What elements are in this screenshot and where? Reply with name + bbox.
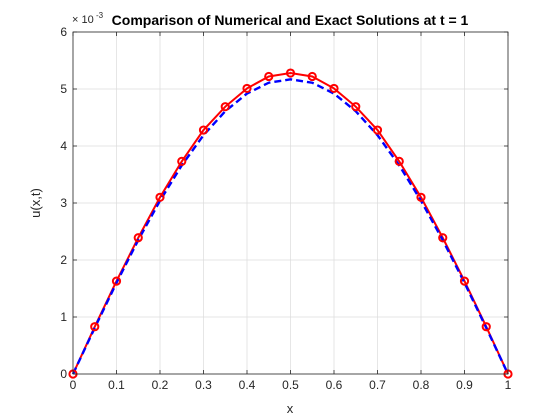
data-point-numerical xyxy=(307,71,317,82)
data-point-numerical xyxy=(133,233,143,243)
data-point-numerical xyxy=(438,233,448,243)
data-point-numerical xyxy=(111,276,122,286)
y-tick-label: 3 xyxy=(60,196,67,210)
data-point-numerical xyxy=(242,83,252,94)
y-tick-label: 2 xyxy=(60,253,67,267)
y-tick-label: 5 xyxy=(60,82,67,96)
data-point-numerical xyxy=(481,322,491,332)
x-tick-label: 0.7 xyxy=(369,378,386,392)
x-tick-label: 0.3 xyxy=(195,378,212,392)
series-line-numerical xyxy=(72,72,509,375)
data-point-numerical xyxy=(90,322,100,332)
data-point-numerical xyxy=(220,102,230,112)
y-axis-label: u(x,t) xyxy=(28,188,43,218)
data-point-numerical xyxy=(459,276,470,286)
x-tick-label: 0.4 xyxy=(239,378,256,392)
x-tick-label: 0.1 xyxy=(108,378,125,392)
data-point-numerical xyxy=(394,156,404,166)
x-tick-label: 0.9 xyxy=(456,378,473,392)
x-axis-label: x xyxy=(287,401,294,416)
data-point-numerical xyxy=(177,156,187,166)
data-point-numerical xyxy=(198,125,209,135)
chart-title: Comparison of Numerical and Exact Soluti… xyxy=(112,12,469,28)
y-tick-label: 1 xyxy=(60,310,67,324)
y-tick-label: 0 xyxy=(60,367,67,381)
x-tick-label: 0.8 xyxy=(413,378,430,392)
x-tick-label: 0 xyxy=(70,378,77,392)
x-tick-label: 1 xyxy=(505,378,512,392)
data-point-numerical xyxy=(372,125,383,135)
data-point-numerical xyxy=(329,83,339,94)
ticks xyxy=(72,31,509,375)
tick-labels: 0 0.1 0.2 0.3 0.4 0.5 0.6 0.7 0.8 0.9 1 0 1 2 3 4 5 6 xyxy=(60,25,511,392)
data-point-numerical xyxy=(264,71,274,82)
y-exponent-label: × 10 xyxy=(72,14,94,26)
series-line-exact xyxy=(71,78,510,375)
series-group xyxy=(68,68,513,379)
data-point-numerical xyxy=(155,192,165,202)
data-point-numerical xyxy=(416,192,426,202)
x-tick-label: 0.6 xyxy=(326,378,343,392)
x-tick-label: 0.5 xyxy=(282,378,299,392)
data-point-numerical xyxy=(351,102,361,112)
x-tick-label: 0.2 xyxy=(152,378,169,392)
y-exponent-value: -3 xyxy=(96,11,104,20)
data-point-numerical xyxy=(285,68,296,78)
y-tick-label: 6 xyxy=(60,25,67,39)
y-tick-label: 4 xyxy=(60,139,67,153)
